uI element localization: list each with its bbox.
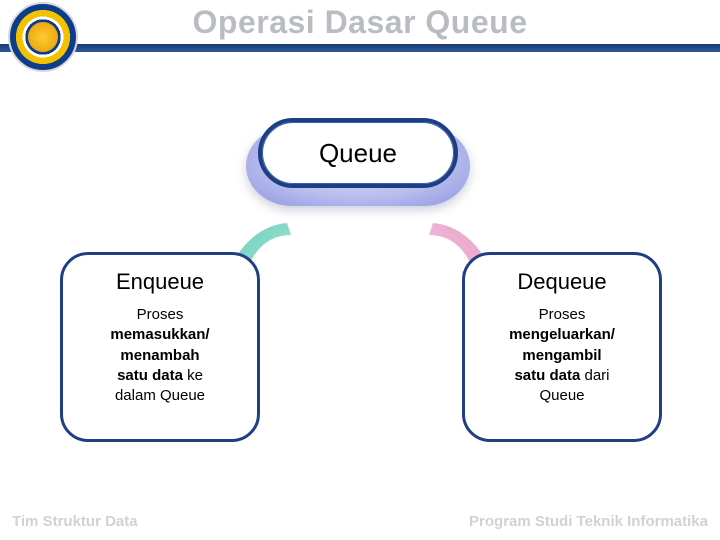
center-node: Queue bbox=[258, 118, 458, 210]
enqueue-title: Enqueue bbox=[73, 269, 247, 295]
dequeue-title: Dequeue bbox=[475, 269, 649, 295]
dequeue-box: Dequeue Proses mengeluarkan/ mengambil s… bbox=[462, 252, 662, 442]
slide-title: Operasi Dasar Queue bbox=[0, 4, 720, 41]
logo-unikom bbox=[8, 2, 78, 72]
header-bar bbox=[0, 44, 720, 52]
enqueue-desc: Proses memasukkan/ menambah satu data ke… bbox=[73, 305, 247, 406]
footer-right: Program Studi Teknik Informatika bbox=[469, 513, 708, 530]
footer-left: Tim Struktur Data bbox=[12, 513, 138, 530]
dequeue-desc: Proses mengeluarkan/ mengambil satu data… bbox=[475, 305, 649, 406]
enqueue-box: Enqueue Proses memasukkan/ menambah satu… bbox=[60, 252, 260, 442]
center-node-label: Queue bbox=[319, 138, 397, 169]
